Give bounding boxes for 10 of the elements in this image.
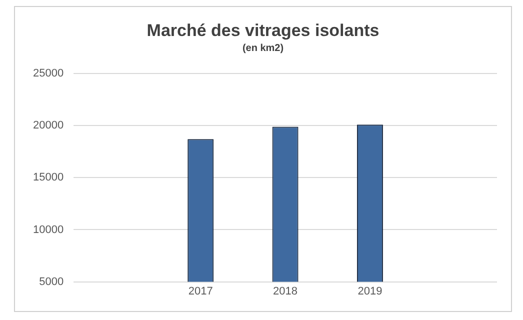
x-tick-label: 2019 (358, 285, 382, 298)
x-tick-label: 2017 (188, 285, 213, 298)
chart-subtitle: (en km2) (241, 43, 285, 54)
chart-title: Marché des vitrages isolants (146, 21, 380, 41)
y-tick-label: 5000 (39, 276, 64, 288)
y-tick-label: 25000 (32, 68, 64, 80)
y-tick-label: 15000 (32, 172, 64, 184)
y-tick-label: 20000 (32, 120, 64, 132)
x-tick-label: 2018 (273, 285, 298, 298)
y-tick-label: 10000 (32, 224, 64, 236)
